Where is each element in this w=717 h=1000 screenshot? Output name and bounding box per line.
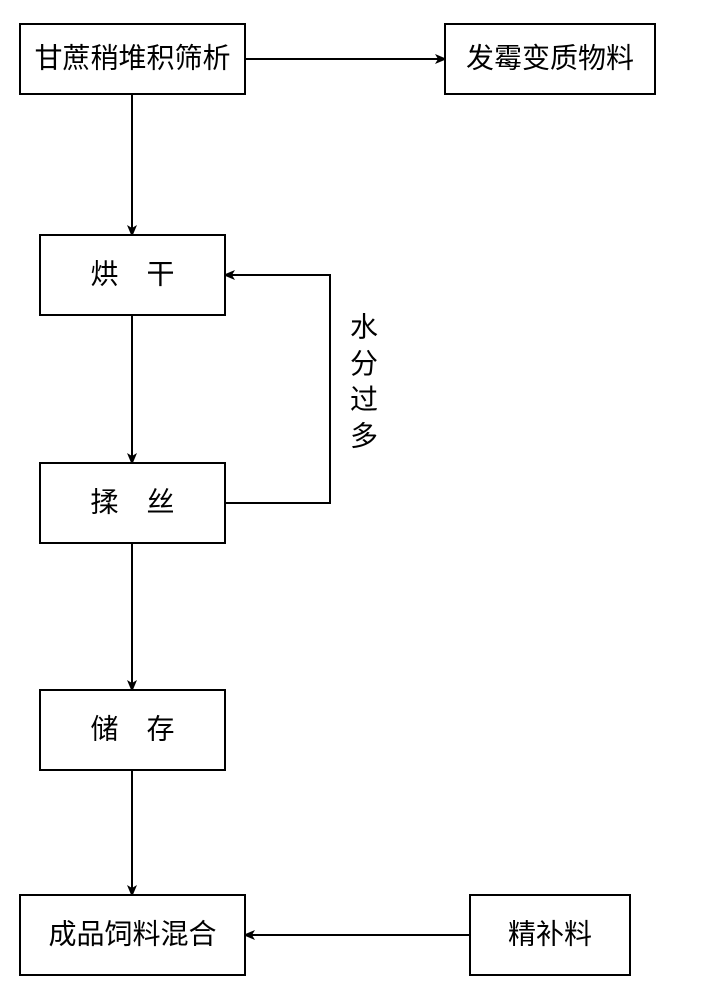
flow-node-label-n3: 烘 干 (90, 258, 174, 290)
flow-node-label-n4: 揉 丝 (90, 486, 174, 518)
edge-label-e7-char-2: 过 (350, 384, 378, 416)
flow-node-label-n1: 甘蔗稍堆积筛析 (34, 42, 230, 74)
flow-node-label-n2: 发霉变质物料 (466, 42, 634, 74)
flow-node-label-n5: 储 存 (90, 713, 174, 745)
edge-label-e7-char-0: 水 (350, 311, 378, 343)
edge-label-e7-char-1: 分 (350, 349, 378, 380)
flow-node-label-n6: 成品饲料混合 (48, 918, 216, 950)
edge-label-e7-char-3: 多 (350, 421, 378, 453)
flow-node-label-n7: 精补料 (508, 918, 592, 950)
flow-edge-e7 (225, 275, 330, 503)
